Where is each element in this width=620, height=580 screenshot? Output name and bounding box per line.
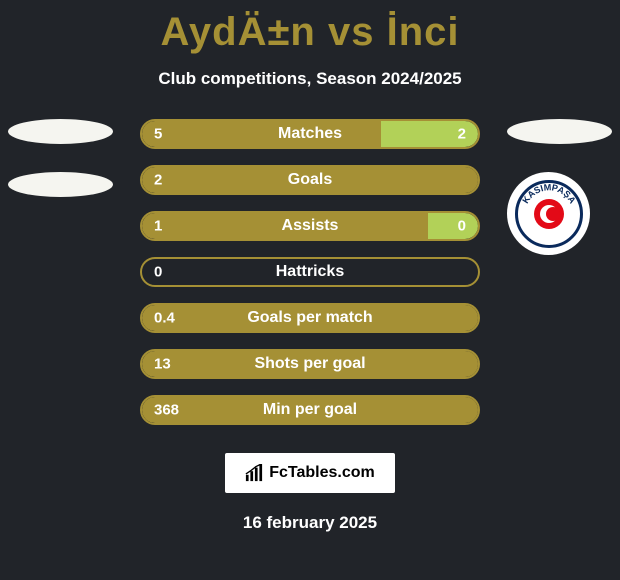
stat-bar-row: 0.4Goals per match (140, 303, 480, 333)
bar-label: Min per goal (142, 401, 478, 419)
stat-bar-row: 2Goals (140, 165, 480, 195)
bar-label: Goals (142, 171, 478, 189)
bar-label: Assists (142, 217, 478, 235)
crescent-icon (540, 205, 558, 223)
bar-label: Shots per goal (142, 355, 478, 373)
stat-bar-row: 52Matches (140, 119, 480, 149)
player-left-club-placeholder (8, 172, 113, 197)
bar-label: Goals per match (142, 309, 478, 327)
bar-label: Hattricks (142, 263, 478, 281)
club-badge-inner: KASIMPAŞA (515, 180, 583, 248)
stat-bar-row: 0Hattricks (140, 257, 480, 287)
player-left-column (8, 119, 113, 225)
stat-bars: 52Matches 2Goals 10Assists 0Hattricks 0.4Goa… (140, 119, 480, 441)
player-right-club-badge: KASIMPAŞA (507, 172, 590, 255)
site-logo[interactable]: FcTables.com (225, 453, 395, 493)
page-subtitle: Club competitions, Season 2024/2025 (0, 69, 620, 89)
player-right-photo-placeholder (507, 119, 612, 144)
site-logo-text: FcTables.com (269, 464, 375, 482)
stat-bar-row: 368Min per goal (140, 395, 480, 425)
stat-bar-row: 13Shots per goal (140, 349, 480, 379)
player-right-column: KASIMPAŞA (507, 119, 612, 255)
snapshot-date: 16 february 2025 (0, 513, 620, 533)
comparison-area: KASIMPAŞA 52Matches 2Goals 10Assists 0Hattr… (0, 119, 620, 439)
player-left-photo-placeholder (8, 119, 113, 144)
club-badge-center (534, 199, 564, 229)
bar-label: Matches (142, 125, 478, 143)
stat-bar-row: 10Assists (140, 211, 480, 241)
bar-chart-icon (245, 464, 263, 482)
page-title: AydÄ±n vs İnci (0, 0, 620, 55)
